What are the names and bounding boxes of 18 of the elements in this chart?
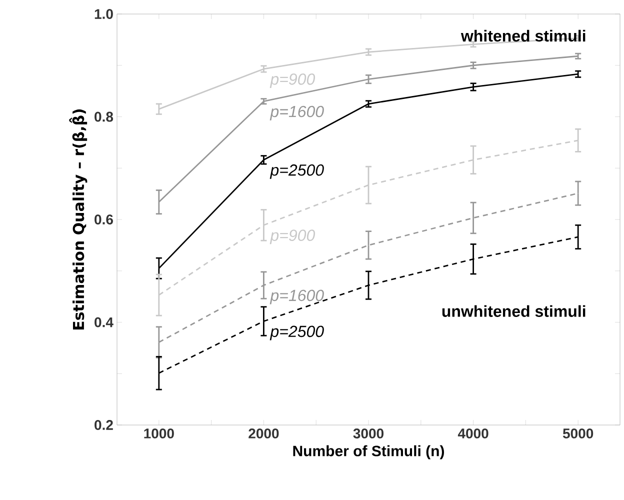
x-tick-label: 1000: [144, 428, 174, 438]
x-tick-label: 4000: [458, 428, 488, 438]
y-tick-label: 0.8: [94, 112, 114, 122]
series-label: p=1600: [270, 106, 324, 120]
annotation: whitened stimuli: [460, 30, 586, 42]
series-label: p=1600: [270, 290, 324, 304]
y-tick-label: 0.6: [94, 214, 113, 224]
x-axis-title: Number of Stimuli (n): [293, 445, 444, 460]
series-label: p=2500: [270, 326, 324, 340]
y-tick-label: 0.4: [94, 317, 114, 328]
y-axis-title: Estimation Quality – r(β,β̂): [69, 109, 88, 330]
y-tick-label: 0.2: [94, 420, 113, 430]
annotation: unwhitened stimuli: [442, 305, 586, 317]
x-tick-label: 3000: [353, 428, 384, 438]
y-tick-label: 1.0: [94, 9, 113, 19]
x-tick-label: 5000: [562, 428, 594, 438]
x-tick-label: 2000: [248, 428, 279, 438]
series-label: p=2500: [270, 164, 324, 179]
